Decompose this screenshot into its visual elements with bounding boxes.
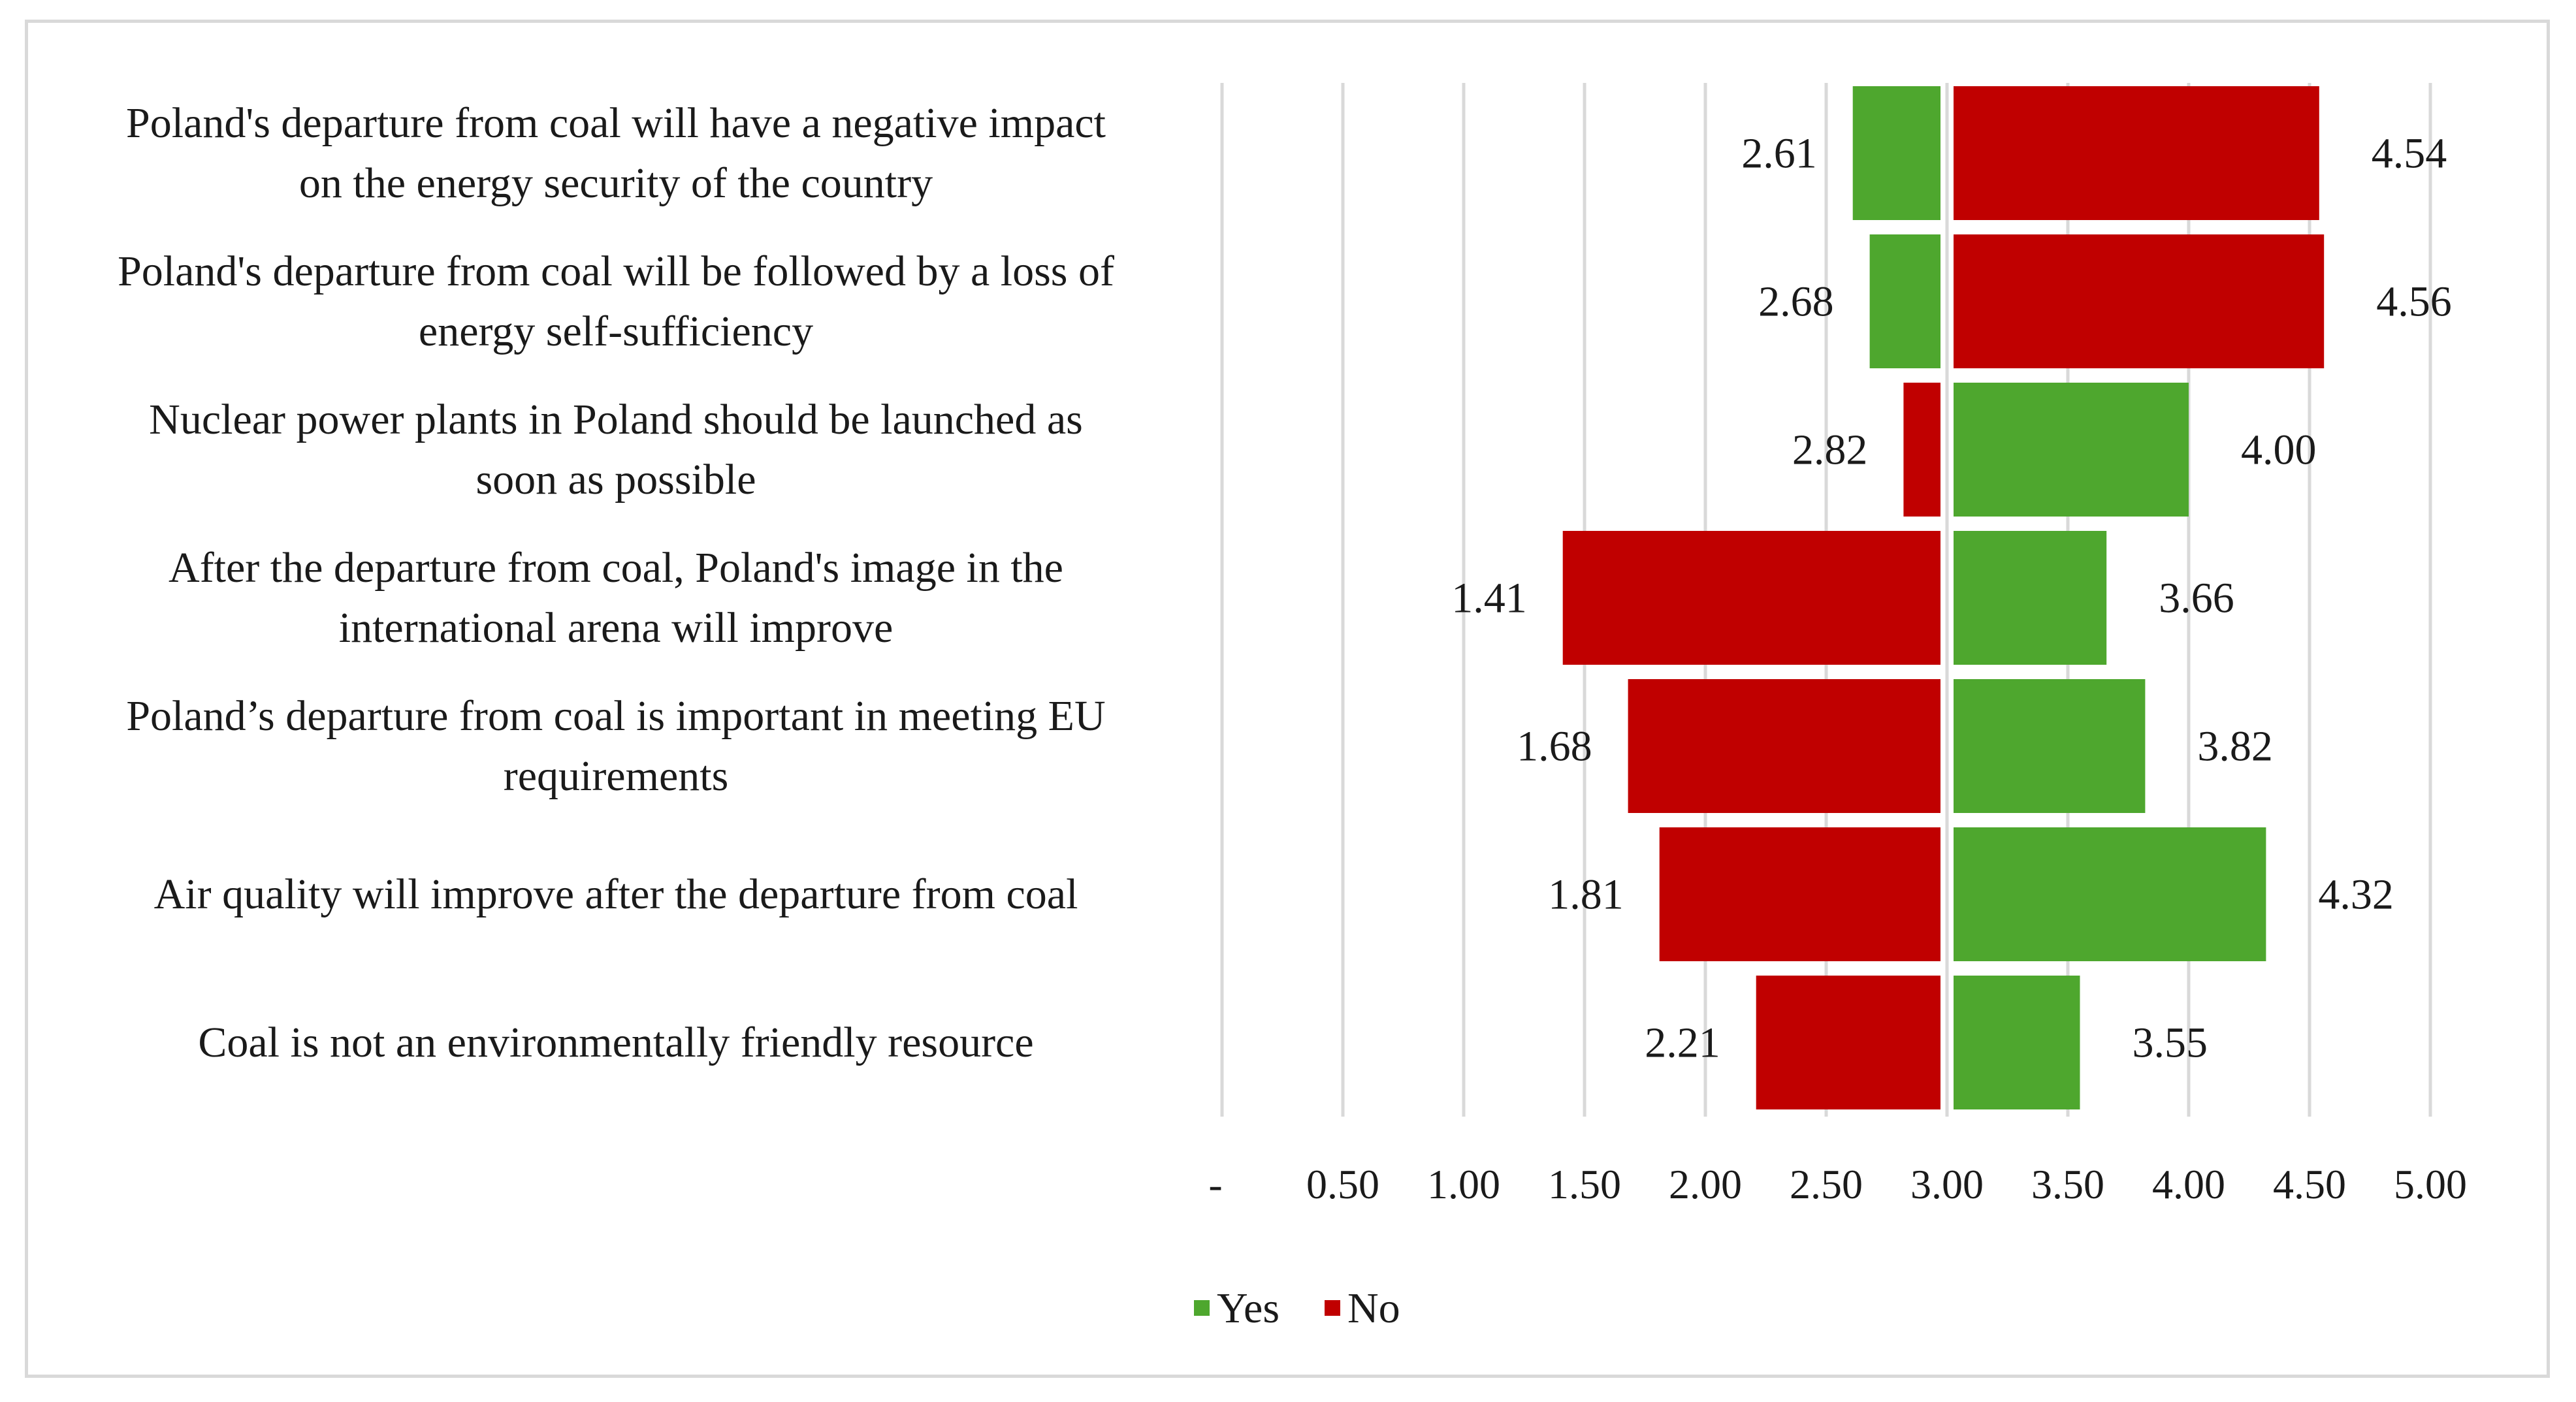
data-label: 2.61 <box>1741 130 1817 178</box>
data-label: 2.82 <box>1792 426 1868 474</box>
data-label: 2.68 <box>1758 278 1834 326</box>
category-label-line: international arena will improve <box>338 603 894 652</box>
bar-no-left <box>1756 976 1940 1109</box>
category-label-line: energy self-sufficiency <box>418 307 814 355</box>
category-label-line: After the departure from coal, Poland's … <box>169 543 1063 592</box>
bar-yes-left <box>1869 234 1940 368</box>
data-label: 4.56 <box>2376 278 2452 326</box>
bar-no-left <box>1659 827 1940 961</box>
data-label: 1.68 <box>1517 723 1592 771</box>
x-tick-label: 3.50 <box>2031 1161 2104 1207</box>
category-label: After the departure from coal, Poland's … <box>41 538 1191 658</box>
x-tick-label: 0.50 <box>1306 1161 1379 1207</box>
x-tick-label: 5.00 <box>2394 1161 2467 1207</box>
x-tick-label: - <box>1208 1161 1222 1207</box>
data-label: 4.00 <box>2241 426 2317 474</box>
data-label: 3.66 <box>2159 575 2234 622</box>
bar-yes-right <box>1954 679 2146 813</box>
data-label: 1.81 <box>1548 871 1624 919</box>
data-label: 3.82 <box>2197 723 2273 771</box>
category-label: Air quality will improve after the depar… <box>41 865 1191 925</box>
category-label-line: soon as possible <box>475 455 756 503</box>
x-tick-label: 2.00 <box>1669 1161 1742 1207</box>
legend-label-no: No <box>1347 1284 1400 1332</box>
bar-no-left <box>1903 383 1940 517</box>
bar-yes-right <box>1954 827 2266 961</box>
bar-no-left <box>1562 531 1940 665</box>
bar-no-right <box>1954 234 2325 368</box>
data-label: 2.21 <box>1645 1019 1720 1067</box>
x-tick-label: 1.50 <box>1548 1161 1621 1207</box>
category-label-line: requirements <box>503 752 729 800</box>
x-tick-label: 2.50 <box>1790 1161 1863 1207</box>
category-label-line: Poland’s departure from coal is importan… <box>126 692 1106 740</box>
category-label-line: Poland's departure from coal will have a… <box>125 99 1106 147</box>
data-label: 4.32 <box>2318 871 2394 919</box>
x-tick-label: 4.50 <box>2273 1161 2346 1207</box>
legend-swatch-yes <box>1194 1300 1210 1316</box>
bar-chart: 2.61 4.54 2.68 4.56 2.82 4.00 1.41 3.66 1.68 3.82… <box>1194 83 2467 1332</box>
category-label: Poland’s departure from coal is importan… <box>41 686 1191 806</box>
bar-yes-right <box>1954 531 2107 665</box>
x-tick-label: 3.00 <box>1910 1161 1984 1207</box>
category-label-line: Poland's departure from coal will be fol… <box>118 247 1114 295</box>
category-label: Poland's departure from coal will have a… <box>41 93 1191 214</box>
category-label-line: Nuclear power plants in Poland should be… <box>149 395 1083 443</box>
category-label: Poland's departure from coal will be fol… <box>41 242 1191 362</box>
category-label-line: Coal is not an environmentally friendly … <box>198 1018 1034 1066</box>
category-label: Coal is not an environmentally friendly … <box>41 1013 1191 1073</box>
x-tick-label: 4.00 <box>2152 1161 2225 1207</box>
x-tick-label: 1.00 <box>1427 1161 1500 1207</box>
data-label: 4.54 <box>2372 130 2447 178</box>
data-label: 3.55 <box>2133 1019 2208 1067</box>
bar-yes-left <box>1852 86 1940 220</box>
bar-no-right <box>1954 86 2319 220</box>
category-label: Nuclear power plants in Poland should be… <box>41 390 1191 510</box>
chart-frame: Poland's departure from coal will have a… <box>25 20 2550 1378</box>
category-label-line: Air quality will improve after the depar… <box>153 870 1078 918</box>
data-label: 1.41 <box>1451 575 1527 622</box>
bar-yes-right <box>1954 383 2189 517</box>
legend-swatch-no <box>1325 1300 1340 1316</box>
legend-label-yes: Yes <box>1217 1284 1280 1332</box>
bar-yes-right <box>1954 976 2080 1109</box>
category-label-line: on the energy security of the country <box>298 159 933 207</box>
bar-no-left <box>1628 679 1940 813</box>
